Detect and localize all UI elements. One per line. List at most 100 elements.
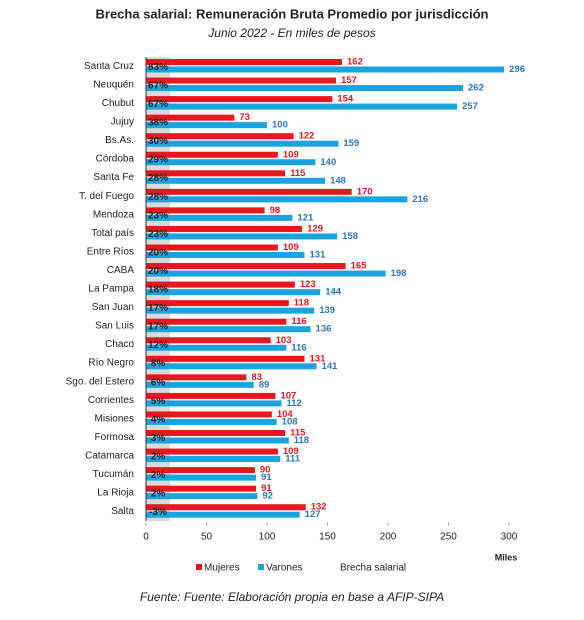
gap-label: 38%	[148, 118, 168, 129]
legend-swatch	[196, 564, 202, 570]
bar	[146, 381, 254, 388]
bar	[146, 485, 257, 492]
value-label: 92	[262, 491, 273, 502]
bar	[146, 326, 311, 333]
bar	[146, 437, 289, 444]
y-tick-label: Santa Cruz	[84, 61, 134, 72]
bar	[146, 140, 339, 147]
bar	[146, 77, 336, 84]
y-tick-label: Bs.As.	[105, 135, 134, 146]
y-tick-label: Río Negro	[88, 358, 134, 369]
gap-label: 2%	[151, 489, 166, 500]
y-tick-label: La Rioja	[97, 488, 134, 499]
gap-label: 20%	[148, 266, 168, 277]
gap-label: 12%	[148, 340, 168, 351]
gap-label: 20%	[148, 247, 168, 258]
value-label: 162	[347, 57, 363, 68]
bar	[146, 400, 282, 407]
gap-label: 67%	[148, 80, 168, 91]
value-label: 109	[283, 149, 299, 160]
gap-label: 67%	[148, 99, 168, 110]
value-label: 216	[412, 194, 428, 205]
bar	[146, 474, 257, 481]
bar	[146, 151, 278, 158]
y-tick-label: Neuquén	[93, 79, 134, 90]
bar	[146, 318, 287, 325]
bar	[146, 103, 457, 110]
value-label: 170	[357, 186, 373, 197]
bar	[146, 411, 272, 418]
bar	[146, 225, 303, 232]
bar	[146, 281, 295, 288]
bar	[146, 363, 317, 370]
bar	[146, 177, 326, 184]
value-label: 89	[259, 379, 270, 390]
y-tick-label: Santa Fe	[93, 172, 134, 183]
value-label: 73	[239, 112, 250, 123]
value-label: 132	[311, 502, 327, 513]
bar	[146, 467, 255, 474]
value-label: 144	[325, 287, 342, 298]
value-label: 159	[343, 138, 359, 149]
value-label: 115	[290, 428, 306, 439]
x-tick-label: 200	[380, 531, 397, 542]
bar	[146, 493, 258, 500]
x-tick-label: 0	[143, 531, 149, 542]
value-label: 139	[319, 305, 335, 316]
value-label: 154	[337, 94, 354, 105]
y-tick-label: T. del Fuego	[79, 191, 134, 202]
bar	[146, 252, 305, 258]
bar	[146, 456, 281, 463]
bar	[146, 233, 338, 240]
bar	[146, 114, 235, 121]
bar	[146, 355, 305, 362]
value-label: 118	[294, 298, 309, 309]
gap-label: 2%	[151, 451, 166, 462]
gap-label: 23%	[148, 229, 168, 240]
bar	[146, 418, 277, 425]
value-label: 131	[310, 353, 327, 364]
value-label: 141	[322, 361, 339, 372]
value-label: 257	[462, 101, 478, 112]
bar	[146, 196, 408, 203]
value-label: 109	[283, 242, 299, 253]
value-label: 83	[251, 372, 262, 383]
y-tick-label: La Pampa	[88, 284, 134, 295]
gap-label: 6%	[151, 377, 166, 388]
value-label: 116	[291, 316, 306, 327]
value-label: 262	[468, 83, 484, 94]
value-label: 103	[276, 335, 292, 346]
y-tick-label: Salta	[111, 506, 134, 517]
y-tick-label: Jujuy	[111, 117, 134, 128]
bar	[146, 448, 278, 455]
x-tick-label: 50	[201, 531, 213, 542]
x-tick-label: 300	[501, 531, 518, 542]
gap-label: 23%	[148, 210, 168, 221]
gap-label: 3%	[151, 433, 166, 444]
bar	[146, 300, 289, 307]
legend-label: Varones	[266, 563, 303, 574]
x-tick-label: 100	[259, 531, 276, 542]
value-label: 127	[305, 509, 321, 520]
bar	[146, 263, 346, 270]
value-label: 104	[277, 409, 294, 420]
value-label: 157	[341, 75, 357, 86]
gap-label: 30%	[148, 136, 168, 147]
gap-label: 83%	[148, 62, 168, 73]
bar	[146, 85, 464, 92]
bar	[146, 344, 287, 351]
value-label: 118	[294, 435, 309, 446]
value-label: 91	[261, 483, 272, 494]
gap-label: 29%	[148, 155, 168, 166]
legend-label: Brecha salarial	[340, 563, 406, 574]
bar	[146, 170, 286, 177]
source: Fuente: Fuente: Elaboración propia en ba…	[140, 590, 444, 604]
chart-subtitle: Junio 2022 - En miles de pesos	[207, 26, 375, 40]
bar	[146, 337, 271, 344]
gap-label: 17%	[148, 303, 168, 314]
value-label: 148	[330, 175, 346, 186]
y-tick-label: San Juan	[92, 302, 134, 313]
value-label: 111	[285, 454, 301, 465]
bar	[146, 504, 306, 511]
value-label: 109	[283, 446, 299, 457]
